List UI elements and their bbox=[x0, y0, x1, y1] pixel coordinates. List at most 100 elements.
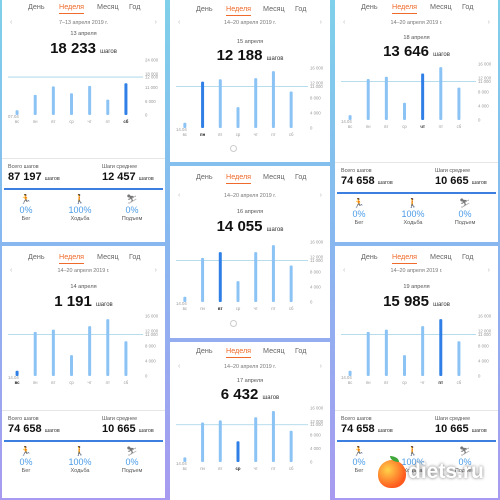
day-label: пт bbox=[106, 380, 110, 385]
tab-day[interactable]: День bbox=[28, 2, 45, 11]
tab-month[interactable]: Месяц bbox=[97, 252, 119, 261]
day-bar[interactable] bbox=[70, 93, 73, 115]
steps-number: 13 646 bbox=[383, 43, 429, 60]
day-bar[interactable] bbox=[457, 341, 461, 376]
day-bar[interactable] bbox=[457, 87, 461, 120]
day-bar[interactable] bbox=[421, 73, 425, 120]
next-week-chevron-icon[interactable]: › bbox=[154, 267, 157, 274]
day-bar[interactable] bbox=[51, 329, 55, 376]
tab-month[interactable]: Месяц bbox=[263, 4, 285, 13]
day-bar[interactable] bbox=[88, 85, 92, 115]
next-week-chevron-icon[interactable]: › bbox=[487, 267, 490, 274]
day-bar[interactable] bbox=[33, 94, 37, 115]
day-bar[interactable] bbox=[218, 420, 222, 462]
day-bar[interactable] bbox=[254, 417, 258, 462]
day-bar[interactable] bbox=[51, 86, 55, 115]
day-bar[interactable] bbox=[403, 355, 406, 376]
day-bar[interactable] bbox=[15, 110, 19, 115]
day-bar[interactable] bbox=[289, 430, 293, 462]
tab-month[interactable]: Месяц bbox=[263, 172, 285, 181]
tab-week[interactable]: Неделя bbox=[226, 4, 252, 16]
tab-day[interactable]: День bbox=[196, 4, 213, 13]
day-bar[interactable] bbox=[183, 296, 187, 302]
day-bar[interactable] bbox=[236, 107, 240, 128]
day-bar[interactable] bbox=[403, 102, 406, 120]
day-bar[interactable] bbox=[271, 411, 275, 462]
tab-day[interactable]: День bbox=[28, 252, 45, 261]
day-bar[interactable] bbox=[348, 115, 352, 120]
day-bar[interactable] bbox=[384, 76, 388, 120]
tab-year[interactable]: Год bbox=[462, 252, 474, 261]
prev-week-chevron-icon[interactable]: ‹ bbox=[343, 19, 346, 26]
tab-day[interactable]: День bbox=[361, 2, 378, 11]
tab-week[interactable]: Неделя bbox=[59, 252, 85, 264]
tab-day[interactable]: День bbox=[361, 252, 378, 261]
tab-year[interactable]: Год bbox=[295, 346, 307, 355]
tab-year[interactable]: Год bbox=[462, 2, 474, 11]
tab-week[interactable]: Неделя bbox=[226, 172, 252, 184]
day-label: ср bbox=[236, 132, 241, 137]
activity-walking: 🚶 100% Ходьба bbox=[60, 194, 100, 222]
day-bar[interactable] bbox=[218, 79, 222, 128]
tab-year[interactable]: Год bbox=[129, 252, 141, 261]
day-bar[interactable] bbox=[289, 265, 293, 302]
day-bar[interactable] bbox=[106, 99, 110, 115]
tab-week[interactable]: Неделя bbox=[226, 346, 252, 358]
prev-week-chevron-icon[interactable]: ‹ bbox=[343, 267, 346, 274]
day-bar[interactable] bbox=[15, 370, 19, 376]
day-bar[interactable] bbox=[183, 457, 187, 462]
day-bar[interactable] bbox=[33, 331, 37, 376]
day-bar[interactable] bbox=[366, 331, 370, 376]
tab-week[interactable]: Неделя bbox=[392, 2, 418, 14]
next-week-chevron-icon[interactable]: › bbox=[319, 19, 322, 26]
day-bar[interactable] bbox=[70, 355, 73, 376]
tab-month[interactable]: Месяц bbox=[430, 2, 452, 11]
tab-week[interactable]: Неделя bbox=[392, 252, 418, 264]
day-bar[interactable] bbox=[106, 319, 110, 376]
day-bar[interactable] bbox=[201, 257, 205, 302]
day-bar[interactable] bbox=[124, 341, 128, 376]
scroll-handle[interactable] bbox=[230, 320, 237, 327]
scroll-handle[interactable] bbox=[230, 145, 237, 152]
day-bar[interactable] bbox=[439, 319, 443, 376]
day-bar[interactable] bbox=[421, 326, 425, 376]
prev-week-chevron-icon[interactable]: ‹ bbox=[178, 19, 181, 26]
tab-year[interactable]: Год bbox=[295, 172, 307, 181]
tab-year[interactable]: Год bbox=[295, 4, 307, 13]
tab-month[interactable]: Месяц bbox=[97, 2, 119, 11]
day-bar[interactable] bbox=[236, 281, 240, 302]
prev-week-chevron-icon[interactable]: ‹ bbox=[178, 192, 181, 199]
tab-year[interactable]: Год bbox=[129, 2, 141, 11]
next-week-chevron-icon[interactable]: › bbox=[154, 19, 157, 26]
day-bar[interactable] bbox=[88, 326, 92, 376]
day-bar[interactable] bbox=[439, 67, 443, 120]
tab-month[interactable]: Месяц bbox=[430, 252, 452, 261]
day-bar[interactable] bbox=[366, 78, 370, 120]
prev-week-chevron-icon[interactable]: ‹ bbox=[10, 19, 13, 26]
stairs-icon: ⛷ bbox=[126, 446, 138, 456]
tab-week[interactable]: Неделя bbox=[59, 2, 85, 14]
day-label: сб bbox=[457, 380, 462, 385]
day-bar[interactable] bbox=[236, 441, 240, 462]
day-bar[interactable] bbox=[384, 329, 388, 376]
day-bar[interactable] bbox=[183, 122, 187, 128]
day-bar[interactable] bbox=[218, 252, 222, 302]
next-week-chevron-icon[interactable]: › bbox=[487, 19, 490, 26]
day-bar[interactable] bbox=[271, 245, 275, 302]
day-bar[interactable] bbox=[348, 370, 352, 376]
tab-day[interactable]: День bbox=[196, 346, 213, 355]
day-bar[interactable] bbox=[201, 422, 205, 462]
prev-week-chevron-icon[interactable]: ‹ bbox=[10, 267, 13, 274]
next-week-chevron-icon[interactable]: › bbox=[319, 363, 322, 370]
prev-week-chevron-icon[interactable]: ‹ bbox=[178, 363, 181, 370]
y-tick-label: 11 000 bbox=[145, 332, 158, 337]
day-bar[interactable] bbox=[254, 78, 258, 128]
day-bar[interactable] bbox=[201, 81, 205, 128]
next-week-chevron-icon[interactable]: › bbox=[319, 192, 322, 199]
tab-month[interactable]: Месяц bbox=[263, 346, 285, 355]
day-bar[interactable] bbox=[124, 83, 128, 115]
day-bar[interactable] bbox=[271, 71, 275, 128]
day-bar[interactable] bbox=[289, 91, 293, 128]
tab-day[interactable]: День bbox=[196, 172, 213, 181]
day-bar[interactable] bbox=[254, 252, 258, 302]
